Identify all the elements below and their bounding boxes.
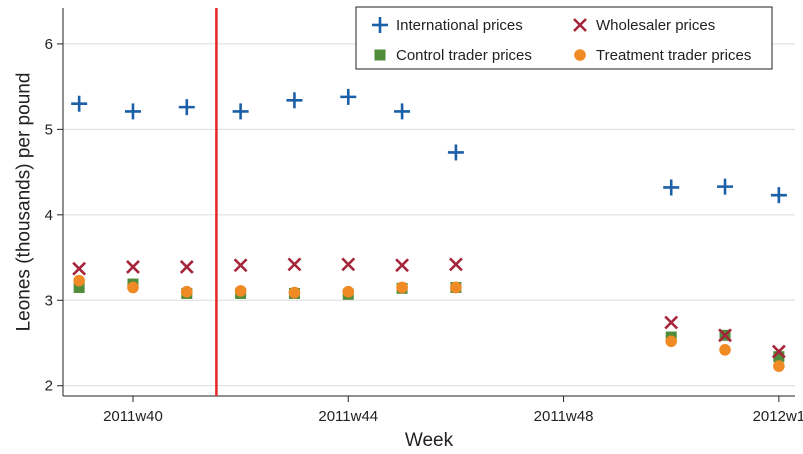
- data-point-wholesaler-prices: [718, 328, 732, 343]
- data-point-wholesaler-prices: [179, 260, 194, 274]
- cross-stroke: [341, 257, 356, 272]
- data-point-treatment-trader-prices: [396, 281, 408, 294]
- data-point-treatment-trader-prices: [342, 285, 355, 298]
- legend-marker: [374, 49, 386, 61]
- y-axis-title: Leones (thousands) per pound: [14, 73, 35, 332]
- cross-stroke: [179, 260, 194, 274]
- cross-stroke: [448, 257, 463, 272]
- x-tick-label: 2011w40: [103, 408, 163, 425]
- legend: International prices Wholesaler prices Con…: [355, 6, 773, 70]
- data-point-international-prices: [71, 95, 88, 112]
- x-axis-title: Week: [405, 430, 454, 451]
- cross-stroke: [573, 18, 587, 32]
- data-point-international-prices: [232, 103, 249, 120]
- data-point-international-prices: [124, 103, 141, 120]
- data-point-wholesaler-prices: [126, 260, 140, 274]
- data-point-treatment-trader-prices: [288, 286, 301, 299]
- y-tick-label: 6: [45, 36, 53, 53]
- cross-stroke: [718, 328, 732, 343]
- data-point-treatment-trader-prices: [180, 285, 193, 298]
- data-point-treatment-trader-prices: [127, 281, 139, 294]
- legend-label: Treatment trader prices: [596, 47, 751, 64]
- axes: [62, 8, 795, 397]
- data-point-international-prices: [770, 187, 787, 204]
- data-point-treatment-trader-prices: [665, 335, 678, 348]
- data-point-wholesaler-prices: [72, 261, 87, 276]
- data-point-international-prices: [286, 92, 303, 109]
- data-point-treatment-trader-prices: [450, 281, 462, 294]
- y-tick-label: 2: [45, 378, 53, 395]
- data-point-wholesaler-prices: [664, 315, 679, 330]
- legend-label: Wholesaler prices: [596, 17, 715, 34]
- data-point-wholesaler-prices: [341, 257, 356, 272]
- x-tick-label: 2011w48: [534, 408, 594, 425]
- data-point-wholesaler-prices: [287, 257, 302, 272]
- data-point-international-prices: [340, 88, 357, 105]
- data-point-wholesaler-prices: [233, 258, 248, 273]
- cross-stroke: [287, 257, 302, 272]
- data-point-treatment-trader-prices: [719, 344, 731, 356]
- data-points: [71, 88, 787, 372]
- x-tick-label: 2011w44: [318, 408, 378, 425]
- data-point-international-prices: [178, 99, 195, 116]
- series-wholesaler-prices: [72, 257, 786, 359]
- legend-marker: [574, 49, 586, 61]
- data-point-wholesaler-prices: [395, 258, 410, 273]
- legend-marker: [573, 18, 587, 32]
- data-point-international-prices: [447, 144, 464, 161]
- data-point-treatment-trader-prices: [73, 274, 85, 287]
- data-point-wholesaler-prices: [448, 257, 463, 272]
- cross-stroke: [664, 315, 679, 330]
- legend-box: [355, 6, 773, 70]
- legend-label: Control trader prices: [396, 47, 532, 64]
- cross-stroke: [233, 258, 248, 273]
- data-point-wholesaler-prices: [771, 344, 786, 359]
- cross-stroke: [126, 260, 140, 274]
- grid-lines: [63, 43, 795, 387]
- legend-marker: [372, 17, 388, 33]
- y-tick-label: 4: [45, 207, 53, 224]
- cross-stroke: [771, 344, 786, 359]
- data-point-treatment-trader-prices: [773, 360, 785, 372]
- data-point-international-prices: [663, 179, 680, 196]
- y-tick-label: 5: [45, 121, 53, 138]
- data-point-control-trader-prices: [73, 281, 85, 293]
- data-point-treatment-trader-prices: [234, 285, 247, 297]
- data-point-control-trader-prices: [773, 351, 785, 363]
- y-axis-ticks: 2 3 4 5 6: [45, 36, 63, 395]
- x-tick-label: 2012w1: [753, 408, 803, 425]
- x-axis-ticks: 2011w40 2011w44 2011w48 2012w1: [103, 396, 803, 425]
- legend-label: International prices: [396, 17, 523, 34]
- cross-stroke: [395, 258, 410, 273]
- data-point-international-prices: [394, 103, 411, 120]
- data-point-international-prices: [717, 178, 734, 195]
- y-tick-label: 3: [45, 292, 53, 309]
- series-international-prices: [71, 88, 787, 204]
- series-treatment-trader-prices: [73, 274, 785, 372]
- cross-stroke: [72, 261, 87, 276]
